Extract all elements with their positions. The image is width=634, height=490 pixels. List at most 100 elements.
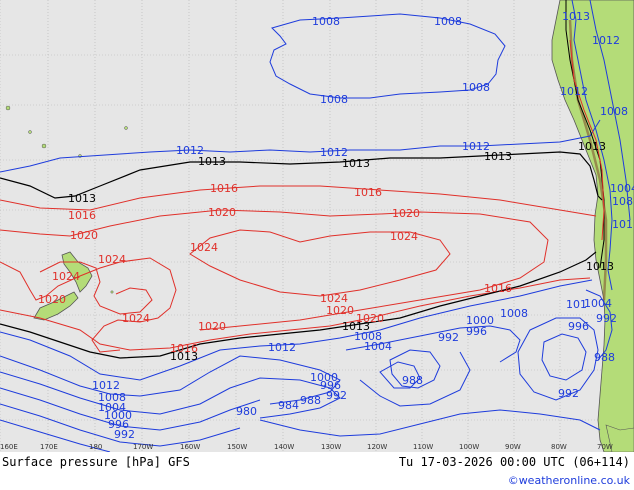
label-1020: 1020 (326, 304, 354, 317)
label-1000: 1000 (310, 371, 338, 384)
land-tierra-del-fuego (605, 424, 634, 452)
map-title: Surface pressure [hPa] GFS (2, 455, 190, 469)
label-1008: 1008 (312, 15, 340, 28)
lon-tick: 70W (597, 443, 613, 451)
label-1020: 1020 (38, 293, 66, 306)
label-1013-top: 1013 (562, 10, 590, 23)
isobar-1020-north (0, 209, 549, 331)
label-996: 996 (108, 418, 129, 431)
label-988: 988 (402, 374, 423, 387)
label-984: 984 (278, 399, 299, 412)
isobar-1013-coast (565, 0, 605, 269)
label-1020: 1020 (70, 229, 98, 242)
label-1013: 1013 (586, 260, 614, 273)
lon-tick: 170E (40, 443, 58, 451)
lon-tick: 140W (274, 443, 294, 451)
label-1000: 1000 (466, 314, 494, 327)
label-1012: 1012 (268, 341, 296, 354)
valid-time: Tu 17-03-2026 00:00 UTC (06+114) (398, 455, 630, 469)
graticule (0, 0, 634, 452)
label-1016: 1016 (210, 182, 238, 195)
label-1008: 1008 (434, 15, 462, 28)
label-1004: 1004 (98, 401, 126, 414)
label-1000: 1000 (104, 409, 132, 422)
label-1004: 1004 (364, 340, 392, 353)
label-1013: 1013 (484, 150, 512, 163)
label-1024: 1024 (320, 292, 348, 305)
isobar-1016-north (0, 185, 597, 217)
isobar-1012 (0, 119, 601, 173)
label-1008-coast: 1008 (600, 105, 628, 118)
isobar-1008-coast (589, 0, 631, 221)
label-992: 992 (596, 312, 617, 325)
isobar-1024-main (189, 229, 451, 297)
ocean (0, 0, 634, 452)
lon-tick: 120W (367, 443, 387, 451)
contour-labels: 1008 1008 1008 1008 1012 1012 1012 1013 … (38, 10, 634, 441)
label-1016: 1016 (170, 342, 198, 355)
label-1012: 1012 (176, 144, 204, 157)
isobar-1008-north (269, 13, 506, 99)
credit-link[interactable]: ©weatheronline.co.uk (507, 474, 630, 487)
label-1013: 1013 (578, 140, 606, 153)
isobar-1012-coast (571, 0, 613, 291)
label-1020: 1020 (356, 312, 384, 325)
label-1020: 1020 (198, 320, 226, 333)
isobar-1024-west (39, 261, 153, 315)
label-1008: 1008 (462, 81, 490, 94)
label-992: 992 (326, 389, 347, 402)
label-1012: 1012 (462, 140, 490, 153)
label-996: 996 (466, 325, 487, 338)
isobar-1013-north (0, 151, 603, 201)
lon-tick: 110W (413, 443, 433, 451)
label-1008: 1008 (320, 93, 348, 106)
lon-tick: 100W (459, 443, 479, 451)
islands (5, 105, 128, 294)
label-101-coast: 101 (612, 218, 633, 231)
label-1016: 1016 (354, 186, 382, 199)
label-992: 992 (438, 331, 459, 344)
label-1004-coast: 1004 (610, 182, 634, 195)
label-992: 992 (114, 428, 135, 441)
label-988: 988 (300, 394, 321, 407)
label-1020: 1020 (208, 206, 236, 219)
isobar-1013-south (0, 251, 597, 359)
label-1024: 1024 (390, 230, 418, 243)
label-1008: 1008 (500, 307, 528, 320)
isobar-1012-south (0, 279, 593, 381)
label-1013: 1013 (68, 192, 96, 205)
label-996: 996 (568, 320, 589, 333)
lon-tick: 90W (505, 443, 521, 451)
label-1012-top: 1012 (592, 34, 620, 47)
lon-tick: 180 (89, 443, 102, 451)
label-1020: 1020 (392, 207, 420, 220)
lon-tick: 80W (551, 443, 567, 451)
isobars-southern-low (0, 289, 613, 452)
isobar-1020-west (0, 257, 177, 353)
label-108-coast: 108 (612, 195, 633, 208)
label-1013: 1013 (198, 155, 226, 168)
label-1013: 1013 (342, 320, 370, 333)
label-1024: 1024 (122, 312, 150, 325)
longitude-axis: 160E 170E 180 170W 160W 150W 140W 130W 1… (0, 443, 613, 451)
lon-tick: 160W (180, 443, 200, 451)
lon-tick: 150W (227, 443, 247, 451)
label-992: 992 (558, 387, 579, 400)
label-1024: 1024 (190, 241, 218, 254)
lon-tick: 130W (321, 443, 341, 451)
label-1013: 1013 (342, 157, 370, 170)
label-1008: 1008 (98, 391, 126, 404)
label-988: 988 (594, 351, 615, 364)
label-1012: 1012 (92, 379, 120, 392)
label-980: 980 (236, 405, 257, 418)
label-1016: 1016 (484, 282, 512, 295)
label-1013: 1013 (170, 350, 198, 363)
isobar-1016-coast (569, 39, 605, 241)
label-1004: 1004 (584, 297, 612, 310)
label-996: 996 (320, 379, 341, 392)
land-new-zealand-south (33, 291, 79, 321)
label-1024: 1024 (52, 270, 80, 283)
label-1012: 1012 (320, 146, 348, 159)
label-1008: 1008 (354, 330, 382, 343)
label-1024: 1024 (98, 253, 126, 266)
